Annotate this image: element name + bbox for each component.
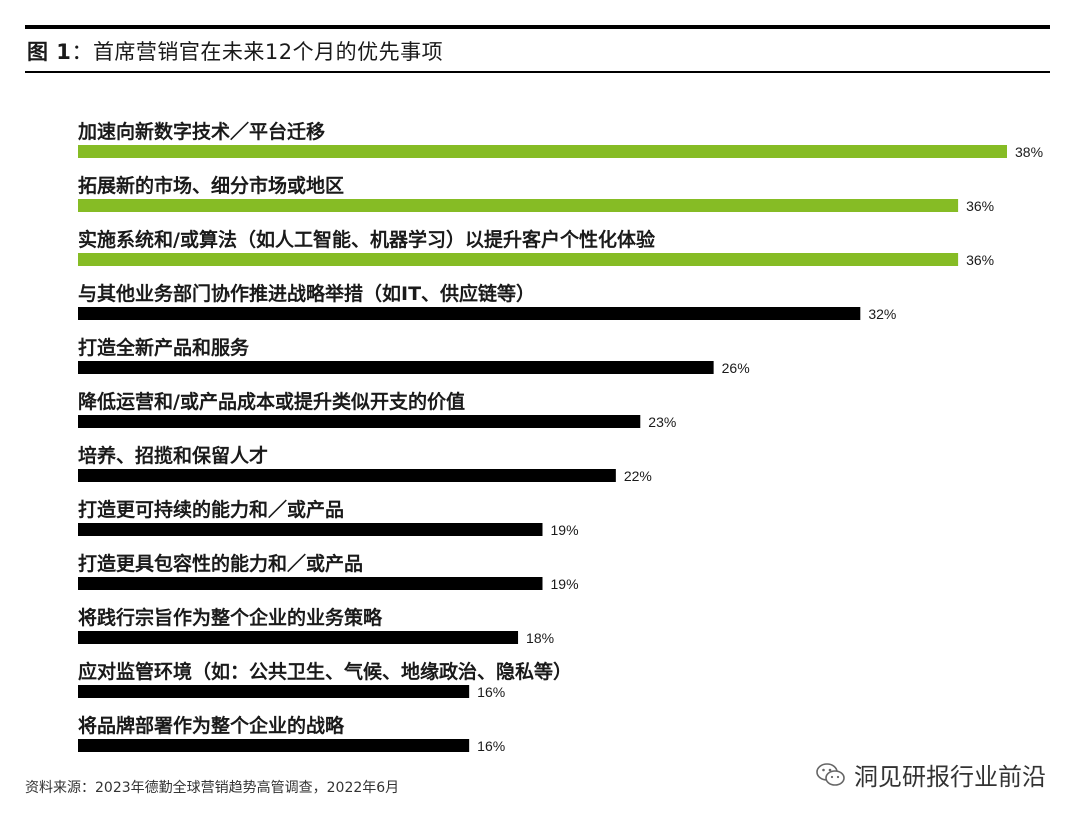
value-label: 19% (551, 522, 579, 538)
top-rule (25, 25, 1050, 29)
bar (78, 199, 959, 212)
bar (78, 577, 543, 590)
category-label: 将践行宗旨作为整个企业的业务策略 (78, 606, 383, 629)
value-label: 16% (477, 684, 505, 700)
category-label: 应对监管环境（如：公共卫生、气候、地缘政治、隐私等） (78, 660, 572, 683)
category-label: 打造更具包容性的能力和／或产品 (78, 552, 363, 575)
value-label: 38% (1015, 144, 1043, 160)
category-label: 加速向新数字技术／平台迁移 (77, 120, 325, 143)
bar (78, 361, 714, 374)
value-label: 16% (477, 738, 505, 754)
value-label: 26% (722, 360, 750, 376)
category-label: 降低运营和/或产品成本或提升类似开支的价值 (78, 390, 465, 413)
bar (78, 307, 861, 320)
category-label: 将品牌部署作为整个企业的战略 (78, 714, 345, 737)
figure-colon: ： (71, 40, 93, 64)
watermark: 洞见研报行业前沿 (816, 757, 1046, 792)
bar (78, 415, 641, 428)
source-note: 资料来源：2023年德勤全球营销趋势高管调查，2022年6月 (25, 780, 400, 796)
value-label: 23% (648, 414, 676, 430)
category-label: 拓展新的市场、细分市场或地区 (78, 174, 344, 197)
bar (78, 739, 470, 752)
bar (78, 631, 519, 644)
value-label: 36% (966, 198, 994, 214)
category-label: 与其他业务部门协作推进战略举措（如IT、供应链等） (78, 282, 535, 305)
value-label: 22% (624, 468, 652, 484)
category-label: 打造更可持续的能力和／或产品 (78, 498, 344, 521)
value-label: 36% (966, 252, 994, 268)
bar (78, 523, 543, 536)
figure-label: 图 1 (27, 40, 72, 64)
bar (78, 253, 959, 266)
bar (78, 469, 616, 482)
bar (78, 685, 470, 698)
category-label: 实施系统和/或算法（如人工智能、机器学习）以提升客户个性化体验 (78, 228, 656, 251)
category-label: 培养、招揽和保留人才 (78, 444, 268, 467)
wechat-icon (816, 762, 845, 786)
watermark-text: 洞见研报行业前沿 (854, 763, 1046, 791)
figure-title: 图 1：首席营销官在未来12个月的优先事项 (27, 36, 443, 66)
value-label: 18% (526, 630, 554, 646)
value-label: 19% (551, 576, 579, 592)
category-label: 打造全新产品和服务 (78, 336, 250, 359)
title-rule (25, 71, 1050, 73)
value-label: 32% (868, 306, 896, 322)
figure-title-text: 首席营销官在未来12个月的优先事项 (92, 40, 444, 64)
bar (78, 145, 1007, 158)
